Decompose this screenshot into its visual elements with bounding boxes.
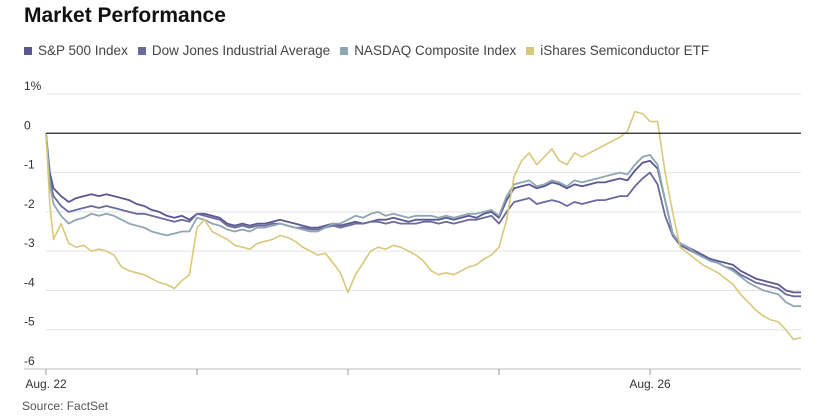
y-tick-label: -2 — [24, 197, 35, 211]
y-tick-label: -3 — [24, 236, 35, 250]
legend-swatch-dow — [137, 46, 146, 55]
legend-label-dow: Dow Jones Industrial Average — [151, 43, 331, 58]
legend-swatch-semiconductor — [526, 46, 535, 55]
y-tick-label: -4 — [24, 275, 35, 289]
legend-label-nasdaq: NASDAQ Composite Index — [354, 43, 517, 58]
legend-label-semiconductor: iShares Semiconductor ETF — [540, 43, 710, 58]
legend-swatch-nasdaq — [340, 46, 349, 55]
legend-item-dow: Dow Jones Industrial Average — [137, 43, 331, 58]
y-tick-label: 0 — [24, 118, 31, 132]
legend-label-sp500: S&P 500 Index — [38, 43, 128, 58]
series-line — [45, 110, 802, 341]
legend-item-semiconductor: iShares Semiconductor ETF — [526, 43, 709, 58]
chart-title: Market Performance — [24, 4, 226, 27]
x-tick-label: Aug. 22 — [25, 377, 67, 391]
y-tick-label: 1% — [24, 79, 42, 93]
y-tick-label: -1 — [24, 158, 35, 172]
x-tick-label: Aug. 26 — [629, 377, 671, 391]
series-line — [45, 133, 801, 298]
legend: S&P 500 Index Dow Jones Industrial Avera… — [24, 43, 709, 58]
y-tick-label: -6 — [24, 354, 35, 368]
legend-item-sp500: S&P 500 Index — [24, 43, 128, 58]
series-line — [45, 133, 801, 294]
series-line — [45, 133, 801, 307]
source-note: Source: FactSet — [22, 399, 109, 413]
legend-item-nasdaq: NASDAQ Composite Index — [340, 43, 516, 58]
y-tick-label: -5 — [24, 315, 35, 329]
legend-swatch-sp500 — [24, 46, 32, 55]
